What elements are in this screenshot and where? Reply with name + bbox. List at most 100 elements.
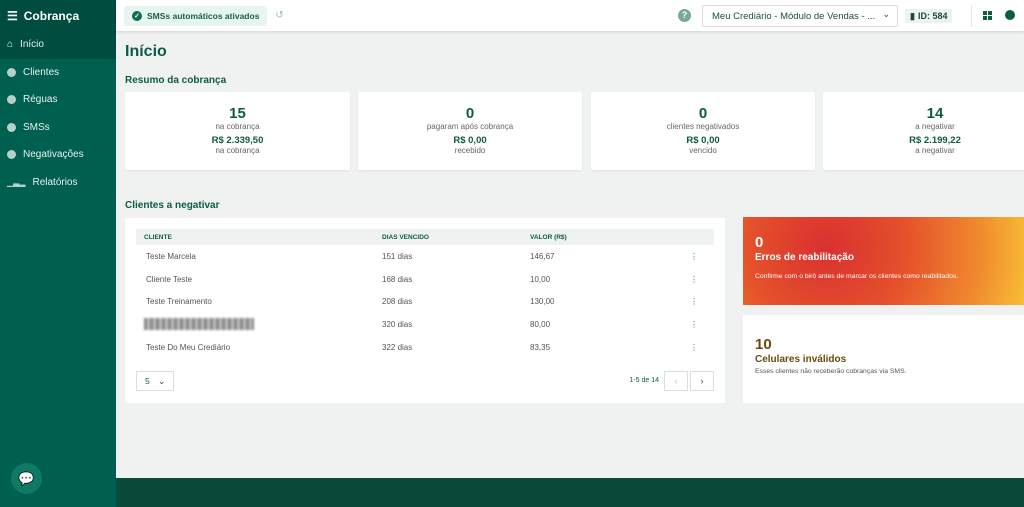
invalid-phones-card[interactable]: 10 Celulares inválidos Esses clientes nã…	[743, 315, 1024, 403]
sidebar-item-reguas[interactable]: Réguas	[0, 86, 116, 114]
prev-page-button[interactable]: ‹	[664, 371, 688, 391]
store-name: Meu Crediário - Módulo de Vendas - ...	[712, 10, 876, 22]
stat-count-label: pagaram após cobrança	[426, 122, 514, 131]
clients-table-card: CLIENTE DIAS VENCIDO VALOR (R$) Teste Marc…	[125, 218, 725, 403]
summary-title: Resumo da cobrança	[125, 75, 227, 86]
footer	[116, 478, 1024, 507]
chevron-down-icon: ⌄	[882, 9, 890, 19]
cell-dias: 208 dias	[382, 297, 413, 307]
cell-valor: 83,35	[530, 343, 551, 353]
sidebar-item-inicio[interactable]: ⌂ Início	[0, 31, 116, 59]
home-icon: ⌂	[7, 39, 14, 51]
clients-table: CLIENTE DIAS VENCIDO VALOR (R$) Teste Marc…	[136, 229, 714, 359]
check-icon: ✓	[132, 10, 142, 21]
store-select[interactable]: Meu Crediário - Módulo de Vendas - ... ⌄	[702, 5, 898, 27]
gear-icon	[7, 95, 16, 105]
stat-count-label: clientes negativados	[666, 122, 740, 131]
per-page-value: 5	[145, 376, 150, 386]
more-options-icon[interactable]: ⋮	[690, 343, 698, 353]
col-dias[interactable]: DIAS VENCIDO	[382, 229, 530, 245]
stat-card-a-negativar: 14 a negativar R$ 2.199,22 a negativar	[823, 92, 1024, 170]
table-header: CLIENTE DIAS VENCIDO VALOR (R$)	[136, 229, 714, 245]
more-options-icon[interactable]: ⋮	[690, 320, 698, 330]
stat-count: 0	[698, 105, 708, 122]
stat-value: R$ 2.339,50	[211, 135, 264, 146]
cell-cliente: Teste Do Meu Crediário	[146, 343, 231, 353]
cell-dias: 320 dias	[382, 320, 413, 330]
rehab-errors-card[interactable]: 0 Erros de reabilitação Confirme com o b…	[743, 217, 1024, 305]
table-row[interactable]: Teste Treinamento 208 dias 130,00 ⋮	[136, 291, 714, 314]
stat-value: R$ 0,00	[686, 135, 720, 146]
cell-dias: 322 dias	[382, 343, 413, 353]
stat-card-cobranca: 15 na cobrança R$ 2.339,50 na cobrança	[125, 92, 350, 170]
chat-icon	[7, 122, 16, 132]
sidebar: ☰ Cobrança ⌂ Início Clientes Réguas SMSs N…	[0, 0, 116, 507]
user-account-icon[interactable]	[1005, 10, 1015, 20]
stat-count: 14	[926, 105, 944, 122]
errors-title: Erros de reabilitação	[755, 252, 854, 263]
more-options-icon[interactable]: ⋮	[690, 297, 698, 307]
chat-icon: 💬	[18, 470, 35, 486]
history-icon[interactable]: ↺	[275, 10, 284, 21]
redacted-name	[144, 317, 254, 330]
next-page-button[interactable]: ›	[690, 371, 714, 391]
table-row[interactable]: Cliente Teste 168 dias 10,00 ⋮	[136, 268, 714, 291]
stat-value: R$ 0,00	[453, 135, 487, 146]
help-icon[interactable]: ?	[678, 9, 691, 22]
label: Negativações	[23, 149, 84, 161]
col-valor[interactable]: VALOR (R$)	[530, 229, 664, 245]
sidebar-item-smss[interactable]: SMSs	[0, 114, 116, 142]
sidebar-item-negativacoes[interactable]: Negativações	[0, 141, 116, 169]
label: Clientes	[23, 66, 60, 78]
chat-button[interactable]: 💬	[11, 463, 42, 494]
cell-valor: 10,00	[530, 274, 551, 284]
cell-dias: 168 dias	[382, 274, 413, 284]
cell-dias: 151 dias	[382, 251, 413, 261]
sidebar-item-clientes[interactable]: Clientes	[0, 59, 116, 87]
cell-cliente: Cliente Teste	[146, 274, 193, 284]
apps-grid-icon[interactable]	[983, 11, 992, 20]
stat-count-label: a negativar	[915, 122, 955, 131]
per-page-select[interactable]: 5 ⌄	[136, 371, 174, 391]
id-text: ID: 584	[917, 11, 948, 21]
table-row[interactable]: Teste Marcela 151 dias 146,67 ⋮	[136, 245, 714, 268]
cell-valor: 80,00	[530, 320, 551, 330]
stat-value-label: a negativar	[915, 146, 955, 155]
more-options-icon[interactable]: ⋮	[690, 251, 698, 261]
cell-cliente-redacted	[136, 313, 382, 336]
app-title: Cobrança	[23, 8, 80, 23]
chevron-down-icon: ⌄	[158, 376, 166, 386]
more-options-icon[interactable]: ⋮	[690, 274, 698, 284]
divider	[971, 5, 972, 27]
stat-value-label: recebido	[454, 146, 486, 155]
col-actions	[664, 229, 714, 245]
stat-value-label: vencido	[689, 146, 717, 155]
page-title: Início	[125, 43, 167, 60]
cell-cliente: Teste Marcela	[146, 251, 196, 261]
stat-value: R$ 2.199,22	[909, 135, 961, 146]
label: Início	[20, 39, 44, 51]
sms-status-badge: ✓ SMSs automáticos ativados	[124, 5, 268, 26]
menu-icon[interactable]: ☰	[7, 8, 18, 23]
table-row[interactable]: 320 dias 80,00 ⋮	[136, 313, 714, 336]
label: Réguas	[23, 94, 58, 106]
phones-count: 10	[755, 336, 772, 353]
sidebar-header: ☰ Cobrança	[0, 0, 116, 31]
cell-valor: 130,00	[530, 297, 555, 307]
stat-count: 15	[229, 105, 246, 122]
minus-circle-icon	[7, 150, 16, 160]
errors-desc: Confirme com o birô antes de marcar os c…	[755, 273, 959, 280]
col-cliente[interactable]: CLIENTE	[136, 229, 382, 245]
table-title: Clientes a negativar	[125, 200, 220, 211]
cell-cliente: Teste Treinamento	[146, 297, 212, 307]
id-badge: ▮ ID: 584	[905, 9, 953, 23]
sidebar-item-relatorios[interactable]: ▁▃▂ Relatórios	[0, 169, 116, 197]
errors-count: 0	[755, 234, 764, 251]
table-row[interactable]: Teste Do Meu Crediário 322 dias 83,35 ⋮	[136, 336, 714, 359]
stat-card-negativados: 0 clientes negativados R$ 0,00 vencido	[591, 92, 815, 170]
label: SMSs	[23, 121, 50, 133]
phones-desc: Esses clientes não receberão cobranças v…	[755, 368, 907, 375]
copy-icon[interactable]: ▮	[910, 10, 915, 21]
stat-count-label: na cobrança	[215, 122, 260, 131]
cell-valor: 146,67	[530, 251, 555, 261]
